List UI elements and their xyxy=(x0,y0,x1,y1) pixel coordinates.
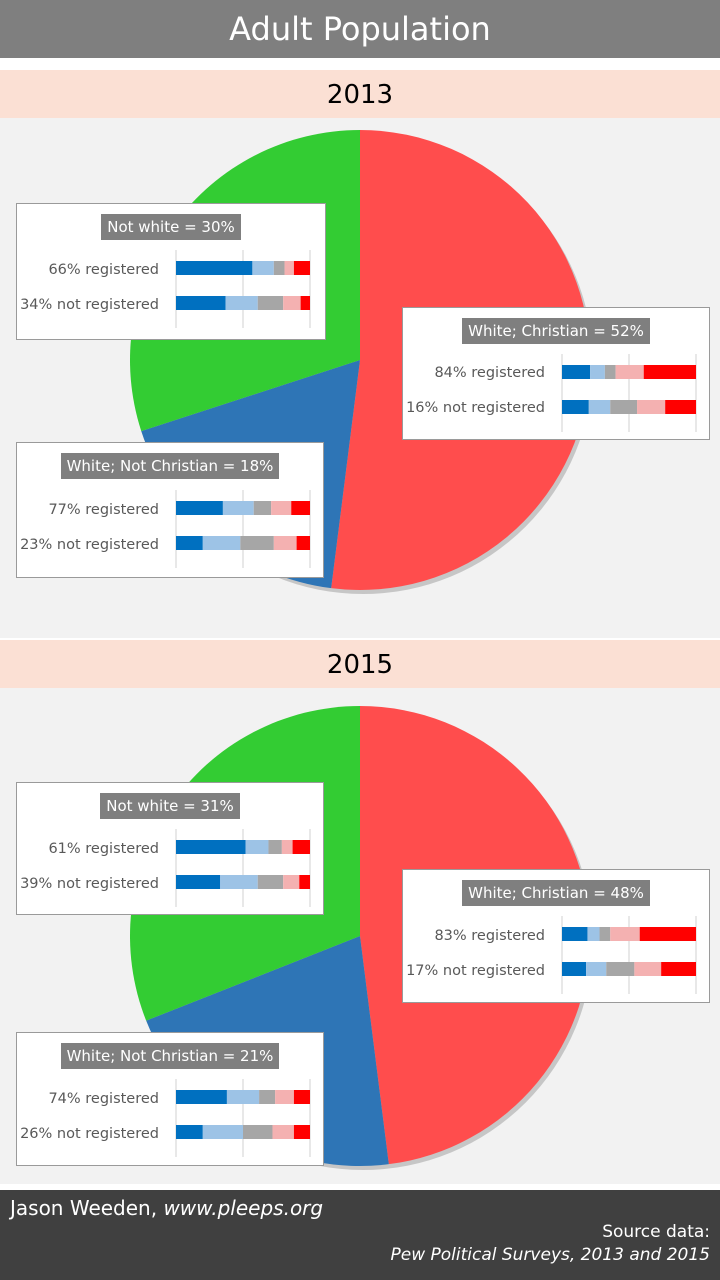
bar-segment xyxy=(661,962,696,976)
bar-segment xyxy=(240,536,274,550)
source-label: Source data: xyxy=(602,1222,710,1242)
bar-segment xyxy=(281,840,293,854)
row-label: 26% not registered xyxy=(20,1126,159,1142)
footer: Jason Weeden, www.pleeps.org Source data… xyxy=(0,1190,720,1280)
bar-segment xyxy=(252,261,274,275)
bar-segment xyxy=(634,962,662,976)
stacked-bars xyxy=(175,829,311,907)
callout-title: White; Christian = 52% xyxy=(462,318,650,344)
bar-segment xyxy=(610,927,640,941)
row-label: 34% not registered xyxy=(20,297,159,313)
bar-segment xyxy=(176,875,221,889)
row-label: 17% not registered xyxy=(406,963,545,979)
callout-white-christian-2013: White; Christian = 52% 84% registered 16… xyxy=(402,307,710,440)
year-header-2013: 2013 xyxy=(0,70,720,118)
row-label: 39% not registered xyxy=(20,876,159,892)
stacked-bars xyxy=(561,354,697,432)
row-label: 23% not registered xyxy=(20,537,159,553)
bar-segment xyxy=(604,365,616,379)
bar-segment xyxy=(293,261,310,275)
stacked-bars xyxy=(175,1079,311,1157)
bar-segment xyxy=(176,261,253,275)
source-text: Pew Political Surveys, 2013 and 2015 xyxy=(390,1245,710,1265)
page-title: Adult Population xyxy=(0,0,720,58)
bar-segment xyxy=(283,296,301,310)
bar-segment xyxy=(176,501,223,515)
bar-segment xyxy=(610,400,638,414)
row-label: 61% registered xyxy=(48,841,159,857)
stacked-bars xyxy=(561,916,697,994)
bar-segment xyxy=(273,261,285,275)
stacked-bars xyxy=(175,490,311,568)
bar-segment xyxy=(562,927,588,941)
bar-segment xyxy=(300,296,310,310)
bar-segment xyxy=(637,400,666,414)
row-label: 84% registered xyxy=(434,365,545,381)
bar-segment xyxy=(245,840,269,854)
row-label: 66% registered xyxy=(48,262,159,278)
callout-title: Not white = 30% xyxy=(101,214,241,240)
bar-segment xyxy=(257,296,284,310)
bar-segment xyxy=(643,365,696,379)
bar-segment xyxy=(226,1090,260,1104)
bar-segment xyxy=(257,875,284,889)
bar-segment xyxy=(202,1125,243,1139)
bar-segment xyxy=(253,501,272,515)
bar-segment xyxy=(271,501,292,515)
callout-white-not-christian-2015: White; Not Christian = 21% 74% registere… xyxy=(16,1032,324,1166)
callout-not-white-2015: Not white = 31% 61% registered 39% not r… xyxy=(16,782,324,915)
callout-title: White; Not Christian = 21% xyxy=(60,1043,280,1069)
bar-segment xyxy=(273,536,297,550)
callout-not-white-2013: Not white = 30% 66% registered 34% not r… xyxy=(16,203,326,340)
bar-segment xyxy=(291,501,310,515)
bar-segment xyxy=(176,1125,203,1139)
bar-segment xyxy=(176,840,246,854)
author-name: Jason Weeden, xyxy=(10,1196,164,1220)
bar-segment xyxy=(562,365,591,379)
bar-segment xyxy=(275,1090,294,1104)
row-label: 77% registered xyxy=(48,502,159,518)
callout-title: White; Christian = 48% xyxy=(462,880,650,906)
bar-segment xyxy=(665,400,696,414)
callout-title: White; Not Christian = 18% xyxy=(60,453,280,479)
callout-white-christian-2015: White; Christian = 48% 83% registered 17… xyxy=(402,869,710,1003)
bar-segment xyxy=(176,536,203,550)
bar-segment xyxy=(590,365,605,379)
bar-segment xyxy=(283,875,300,889)
bar-segment xyxy=(272,1125,294,1139)
bar-segment xyxy=(296,536,310,550)
callout-title: Not white = 31% xyxy=(100,793,240,819)
bar-segment xyxy=(292,840,310,854)
bar-segment xyxy=(293,1125,310,1139)
year-header-2015: 2015 xyxy=(0,640,720,688)
bar-segment xyxy=(222,501,254,515)
bar-segment xyxy=(587,927,600,941)
stacked-bars xyxy=(175,250,311,328)
bar-segment xyxy=(562,962,587,976)
bar-segment xyxy=(639,927,696,941)
bar-segment xyxy=(588,400,611,414)
bar-segment xyxy=(259,1090,276,1104)
bar-segment xyxy=(202,536,241,550)
author-credit: Jason Weeden, www.pleeps.org xyxy=(10,1196,323,1220)
bar-segment xyxy=(615,365,644,379)
row-label: 16% not registered xyxy=(406,400,545,416)
bar-segment xyxy=(284,261,294,275)
bar-segment xyxy=(176,296,226,310)
bar-segment xyxy=(299,875,310,889)
bar-segment xyxy=(268,840,282,854)
bar-segment xyxy=(599,927,611,941)
callout-white-not-christian-2013: White; Not Christian = 18% 77% registere… xyxy=(16,442,324,578)
bar-segment xyxy=(606,962,635,976)
bar-segment xyxy=(586,962,607,976)
bar-segment xyxy=(562,400,589,414)
author-site-link[interactable]: www.pleeps.org xyxy=(163,1196,324,1220)
bar-segment xyxy=(225,296,258,310)
bar-segment xyxy=(243,1125,273,1139)
bar-segment xyxy=(220,875,258,889)
row-label: 83% registered xyxy=(434,928,545,944)
bar-segment xyxy=(293,1090,310,1104)
bar-segment xyxy=(176,1090,227,1104)
row-label: 74% registered xyxy=(48,1091,159,1107)
